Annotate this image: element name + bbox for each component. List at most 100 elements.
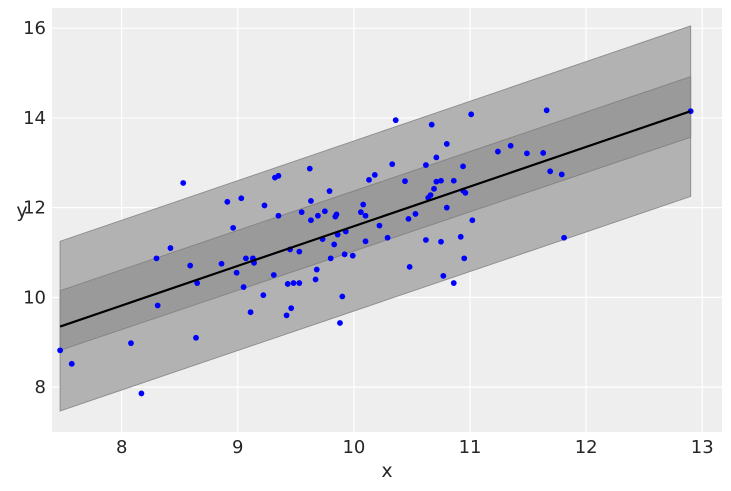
- data-point: [402, 178, 408, 185]
- data-point: [308, 198, 314, 204]
- fit-line: [59, 110, 692, 328]
- y-tick-label: 14: [23, 108, 46, 129]
- data-point: [366, 176, 372, 183]
- data-point: [312, 276, 319, 283]
- data-point: [260, 292, 267, 299]
- data-point: [270, 272, 277, 278]
- x-tick-label: 11: [459, 437, 482, 458]
- data-point: [460, 163, 466, 170]
- data-point: [167, 245, 174, 251]
- data-point: [339, 293, 346, 300]
- inner-interval-band: [59, 75, 692, 352]
- data-point: [290, 280, 297, 286]
- data-point: [438, 238, 444, 245]
- data-point: [461, 255, 468, 262]
- data-point: [462, 189, 469, 196]
- data-point: [524, 150, 530, 157]
- x-axis-label: x: [381, 460, 392, 482]
- data-point: [331, 241, 338, 248]
- data-point: [333, 211, 340, 218]
- data-point: [543, 107, 550, 114]
- data-point: [296, 280, 303, 286]
- data-point: [341, 251, 348, 258]
- data-point: [428, 121, 435, 128]
- data-point: [422, 162, 429, 168]
- data-point: [406, 263, 413, 270]
- data-point: [180, 180, 187, 186]
- data-point: [284, 281, 291, 287]
- data-point: [138, 390, 145, 397]
- data-point: [362, 238, 369, 245]
- data-point: [357, 209, 364, 216]
- data-point: [389, 161, 396, 168]
- data-point: [238, 195, 245, 202]
- data-point: [283, 312, 290, 319]
- y-tick-label: 12: [23, 198, 46, 219]
- data-point: [327, 255, 334, 262]
- data-point: [412, 211, 419, 217]
- data-point: [384, 234, 391, 241]
- data-point: [154, 302, 161, 309]
- y-tick-label: 8: [35, 377, 46, 398]
- data-point: [433, 178, 440, 185]
- data-point: [540, 150, 547, 156]
- y-tick-label: 16: [23, 18, 46, 39]
- data-point: [230, 224, 237, 231]
- data-point: [313, 266, 320, 273]
- data-point: [321, 208, 328, 215]
- data-point: [438, 177, 444, 184]
- data-point: [337, 320, 343, 326]
- x-tick-label: 10: [342, 437, 365, 458]
- data-point: [194, 280, 201, 286]
- data-point: [57, 347, 64, 354]
- data-point: [469, 217, 476, 224]
- x-tick-label: 12: [575, 437, 598, 458]
- data-point: [376, 222, 383, 229]
- data-point: [187, 262, 194, 269]
- data-point: [422, 237, 429, 243]
- data-point: [224, 198, 231, 205]
- data-point: [427, 192, 434, 198]
- data-point: [153, 255, 160, 262]
- data-point: [558, 171, 565, 178]
- data-point: [315, 212, 321, 219]
- data-point: [296, 248, 303, 255]
- data-point: [405, 215, 412, 222]
- data-points: [57, 107, 694, 397]
- data-point: [468, 111, 475, 118]
- data-point: [457, 233, 464, 240]
- data-point: [450, 280, 457, 286]
- data-point: [440, 272, 447, 279]
- data-point: [371, 172, 378, 178]
- data-point: [128, 340, 134, 347]
- data-point: [443, 204, 450, 211]
- data-point: [233, 269, 240, 276]
- data-point: [308, 217, 314, 224]
- data-point: [193, 334, 199, 341]
- data-point: [298, 209, 305, 216]
- data-point: [218, 260, 225, 267]
- data-point: [243, 255, 249, 262]
- data-point: [547, 168, 554, 175]
- x-tick-label: 9: [232, 437, 243, 458]
- data-point: [507, 142, 514, 149]
- data-point: [443, 141, 450, 147]
- data-point: [326, 188, 333, 194]
- fit-line-group: [59, 110, 692, 328]
- data-point: [275, 212, 282, 219]
- data-point: [450, 177, 457, 184]
- data-point: [275, 172, 282, 179]
- data-point: [247, 309, 254, 316]
- data-point: [288, 305, 295, 312]
- y-tick-label: 10: [23, 287, 46, 308]
- tick-labels: 8 9 10 11 12 13 8 10 12 14 16: [23, 18, 714, 458]
- data-point: [433, 154, 440, 161]
- data-point: [561, 234, 567, 241]
- y-axis-label: y: [16, 200, 27, 222]
- data-point: [362, 212, 369, 219]
- data-point: [306, 165, 313, 172]
- data-point: [392, 117, 399, 124]
- data-point: [68, 360, 75, 367]
- data-point: [494, 148, 501, 155]
